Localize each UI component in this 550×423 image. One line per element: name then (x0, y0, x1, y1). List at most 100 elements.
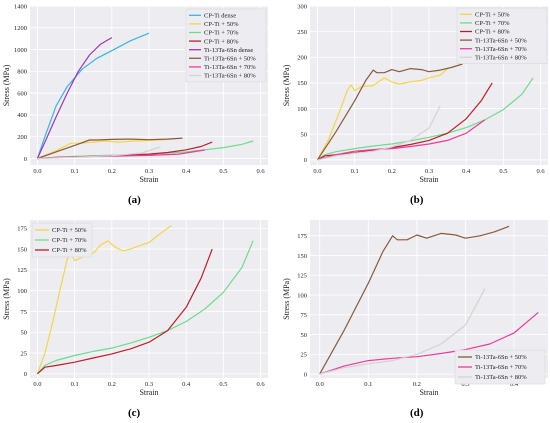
legend-entry: Ti-13Ta-6Sn + 80% (204, 73, 256, 80)
legend-entry: Ti-13Ta-6Sn + 80% (475, 55, 527, 62)
legend-entry: Ti-13Ta-6Sn dense (204, 47, 253, 54)
y-tick-label: 400 (17, 112, 27, 119)
chart-panel-2: 0.0 0.1 0.2 0.3 0.4 0.5 0.6 0 25 50 75 100 125 150 175… (2, 220, 268, 397)
x-tick-label: 0.2 (413, 381, 421, 388)
x-tick-label: 0.1 (71, 381, 79, 388)
panel-label-b: (b) (410, 194, 424, 206)
y-tick-label: 0 (304, 157, 307, 164)
x-tick-label: 0.4 (182, 381, 191, 388)
y-tick-label: 800 (17, 69, 27, 76)
panel-label-c: (c) (128, 407, 141, 419)
series-line-0 (316, 68, 448, 161)
series-line-4 (36, 37, 113, 159)
series-line-1 (319, 311, 539, 375)
y-tick-label: 175 (17, 226, 27, 233)
legend-entry: CP-Ti + 80% (204, 38, 239, 45)
series-line-1 (37, 138, 168, 160)
y-tick-label: 1000 (14, 47, 27, 54)
x-tick-label: 0.4 (510, 381, 519, 388)
y-tick-label: 50 (21, 330, 28, 337)
x-tick-label: 0.0 (33, 381, 41, 388)
y-tick-label: 150 (17, 246, 27, 253)
x-tick-label: 0.0 (316, 381, 324, 388)
series-line-0 (36, 32, 150, 159)
series-line-0 (319, 225, 510, 375)
series-line-3 (316, 63, 463, 161)
y-tick-label: 150 (297, 253, 307, 260)
y-axis-label: Stress (MPa) (2, 278, 11, 320)
x-tick-label: 0.0 (313, 168, 321, 175)
legend-entry: CP-Ti + 80% (52, 247, 87, 254)
y-tick-label: 200 (17, 134, 27, 141)
series-line-0 (36, 225, 172, 375)
chart-panel-1: 0.0 0.1 0.2 0.3 0.4 0.5 0.6 0 50 100 150 200 250 300 S… (282, 3, 548, 184)
y-tick-label: 200 (297, 55, 307, 62)
y-tick-label: 150 (297, 80, 307, 87)
y-tick-label: 25 (21, 350, 28, 357)
series-line-2 (319, 288, 486, 375)
y-tick-label: 125 (17, 267, 27, 274)
chart-panel-3: 0.0 0.1 0.2 0.3 0.4 0 25 50 75 100 125 150 175 Strain… (282, 220, 548, 397)
x-tick-label: 0.6 (537, 168, 546, 175)
y-axis-label: Stress (MPa) (282, 278, 291, 320)
legend-entry: Ti-13Ta-6Sn + 70% (475, 46, 527, 53)
legend-entry: CP-Ti + 70% (204, 30, 239, 37)
legend-entry: Ti-13Ta-6Sn + 50% (475, 37, 527, 44)
series-line-1 (36, 240, 254, 375)
legend-entry: Ti-13Ta-6Sn + 50% (475, 354, 527, 361)
y-tick-label: 100 (297, 106, 307, 113)
x-axis-label: Strain (139, 175, 158, 184)
x-tick-label: 0.2 (108, 168, 116, 175)
y-tick-label: 300 (297, 3, 307, 10)
y-tick-label: 600 (17, 90, 27, 97)
y-tick-label: 0 (304, 371, 307, 378)
x-tick-label: 0.5 (219, 168, 227, 175)
x-axis-label: Strain (419, 175, 438, 184)
chart-panel-0: 0.0 0.1 0.2 0.3 0.4 0.5 0.6 0 200 400 600 800 1000 12… (2, 3, 268, 184)
x-tick-label: 0.0 (33, 168, 41, 175)
legend-entry: CP-Ti + 50% (52, 227, 87, 234)
legend-entry: Ti-13Ta-6Sn + 70% (475, 364, 527, 371)
y-tick-label: 250 (297, 29, 307, 36)
y-tick-label: 25 (301, 352, 308, 359)
y-axis-label: Stress (MPa) (2, 64, 11, 106)
x-tick-label: 0.4 (462, 168, 471, 175)
legend-entry: CP-Ti dense (204, 13, 236, 20)
x-tick-label: 0.4 (182, 168, 191, 175)
legend-entry: CP-Ti + 50% (475, 12, 510, 19)
y-tick-label: 0 (24, 371, 27, 378)
x-tick-label: 0.1 (351, 168, 359, 175)
y-tick-label: 1400 (14, 3, 27, 10)
y-axis-label: Stress (MPa) (282, 64, 291, 106)
legend-entry: Ti-13Ta-6Sn + 70% (204, 64, 256, 71)
panel-label-d: (d) (410, 407, 424, 419)
x-tick-label: 0.3 (145, 168, 153, 175)
x-tick-label: 0.3 (145, 381, 153, 388)
legend-entry: Ti-13Ta-6Sn + 50% (204, 56, 256, 63)
legend-entry: Ti-13Ta-6Sn + 80% (475, 374, 527, 381)
legend-entry: CP-Ti + 70% (475, 20, 510, 27)
series-line-5 (317, 105, 441, 161)
y-tick-label: 100 (297, 292, 307, 299)
series-line-5 (37, 137, 183, 160)
series-line-2 (37, 248, 213, 375)
x-tick-label: 0.6 (257, 168, 266, 175)
x-tick-label: 0.1 (364, 381, 372, 388)
x-tick-label: 0.2 (108, 381, 116, 388)
panel-label-a: (a) (128, 194, 141, 206)
x-axis-label: Strain (419, 388, 438, 397)
x-axis-label: Strain (139, 388, 158, 397)
series-line-1 (317, 77, 534, 161)
y-tick-label: 125 (297, 273, 307, 280)
x-tick-label: 0.5 (219, 381, 227, 388)
y-tick-label: 0 (24, 156, 27, 163)
legend-box (456, 7, 548, 64)
x-tick-label: 0.3 (461, 381, 469, 388)
series-line-7 (37, 146, 161, 160)
y-tick-label: 75 (301, 312, 308, 319)
series-line-4 (317, 119, 486, 161)
y-tick-label: 175 (297, 233, 307, 240)
x-tick-label: 0.2 (388, 168, 396, 175)
legend-box (185, 8, 267, 83)
y-tick-label: 50 (301, 332, 308, 339)
